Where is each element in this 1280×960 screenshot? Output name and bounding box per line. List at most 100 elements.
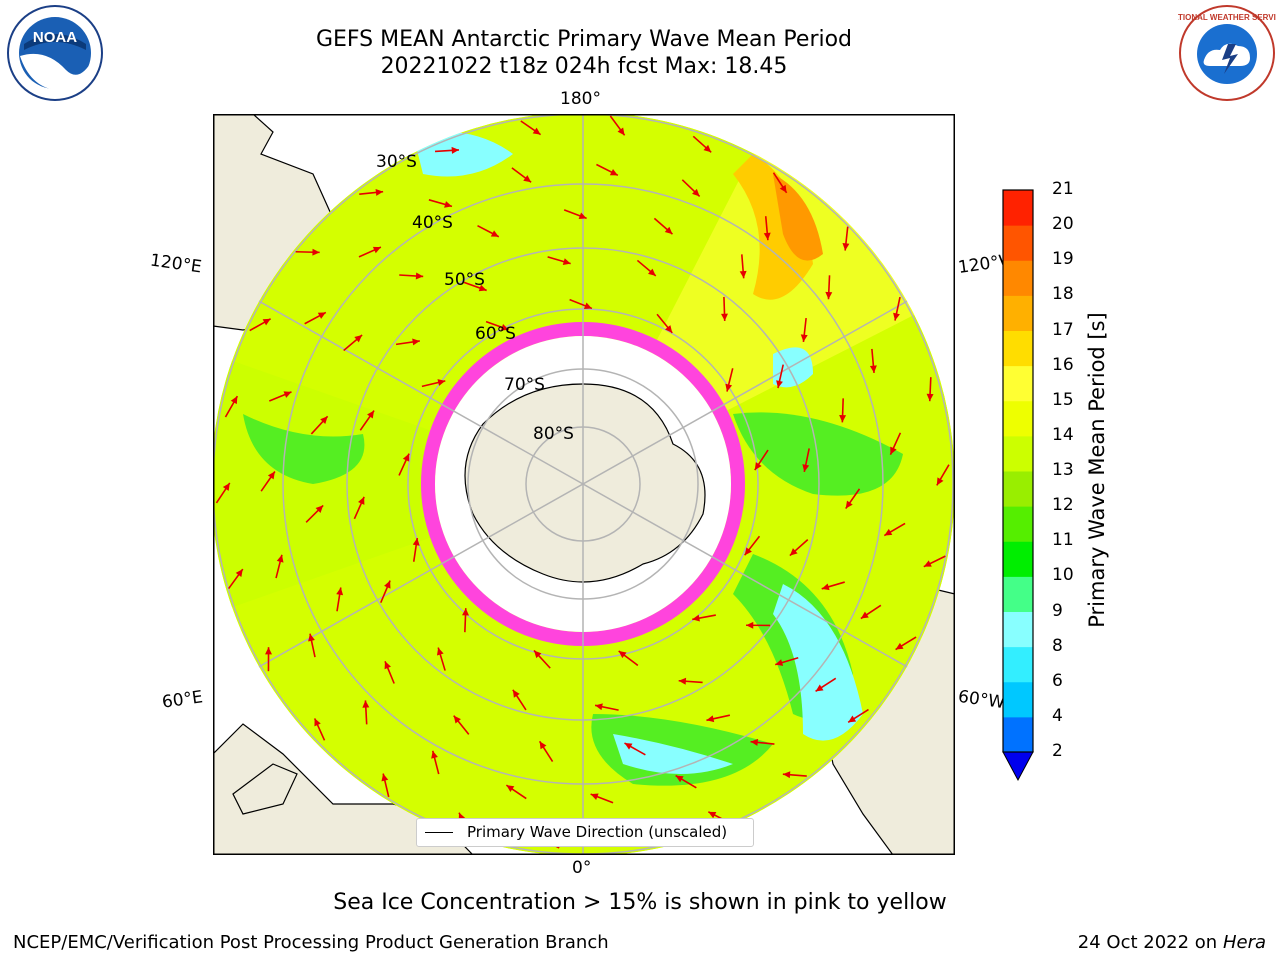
lat-label-60s: 60°S [475, 324, 516, 344]
lat-label-40s: 40°S [412, 213, 453, 233]
wave-arrow-head [230, 396, 238, 405]
legend-label: Primary Wave Direction (unscaled) [467, 823, 728, 841]
colorbar-tick-label: 14 [1052, 424, 1074, 445]
wave-arrow-head [893, 312, 900, 321]
wave-arrow-head [706, 715, 715, 723]
lon-label-180: 180° [560, 89, 601, 109]
wave-arrow-head [782, 771, 791, 779]
wave-arrow-head [381, 773, 389, 782]
colorbar [1002, 189, 1034, 782]
colorbar-block [1003, 435, 1033, 472]
wave-arrow-head [415, 272, 424, 280]
wave-arrow-head [763, 232, 771, 241]
wave-arrow-head [358, 496, 365, 505]
wave-arrow-head [739, 270, 747, 279]
wave-arrow-head [926, 393, 934, 402]
wave-arrow-head [936, 477, 944, 486]
colorbar-tick-label: 2 [1052, 741, 1063, 761]
wave-arrow-head [384, 661, 391, 670]
wave-arrow-head [624, 743, 633, 750]
lon-label-120e: 120°E [148, 250, 203, 278]
colorbar-block [1003, 541, 1033, 577]
colorbar-block [1003, 190, 1033, 226]
wave-arrow-head [895, 642, 904, 650]
wave-arrow-head [320, 416, 328, 424]
wave-arrow-head [775, 659, 784, 666]
wave-arrow-head [512, 689, 520, 698]
wave-arrow-head [267, 471, 275, 480]
map-title: GEFS MEAN Antarctic Primary Wave Mean Pe… [315, 27, 853, 52]
colorbar-tick-label: 13 [1052, 460, 1074, 480]
lon-label-60e: 60°E [160, 687, 205, 713]
legend-line-swatch [425, 832, 453, 833]
nws-logo-text: NATIONAL WEATHER SERVICE [1178, 13, 1276, 22]
wave-arrow-head [842, 243, 850, 251]
colorbar-tick-label: 20 [1052, 214, 1074, 235]
wave-arrow-head [500, 324, 509, 331]
wave-arrow-head [744, 547, 752, 556]
colorbar-tick-label: 21 [1052, 179, 1074, 199]
colorbar-tick-label: 4 [1052, 705, 1063, 726]
wave-arrow-head [923, 560, 932, 567]
colorbar-block [1003, 576, 1033, 612]
wave-period-field [213, 114, 955, 855]
map-legend: Primary Wave Direction (unscaled) [416, 818, 754, 847]
wave-arrow-head [648, 268, 656, 276]
wave-arrow-head [802, 464, 810, 472]
wave-arrow-head [478, 284, 487, 292]
wave-arrow-head [617, 127, 625, 136]
wave-arrow-head [703, 144, 712, 153]
wave-arrow-head [539, 741, 547, 750]
wave-arrow-head [354, 335, 363, 343]
wave-arrow-head [532, 127, 541, 135]
wave-arrow-head [815, 684, 824, 692]
wave-arrow-head [490, 230, 499, 237]
colorbar-frame [1002, 189, 1034, 753]
wave-arrow-head [754, 462, 762, 471]
noaa-logo-text: NOAA [33, 29, 77, 46]
wave-arrow-head [800, 334, 808, 342]
wave-arrow-head [367, 410, 375, 419]
wave-arrow-head [618, 650, 627, 659]
wave-arrow-head [609, 168, 618, 176]
wave-arrow-head [362, 700, 370, 708]
wave-arrow-head [692, 188, 700, 197]
footer-date-text: 24 Oct 2022 on [1077, 932, 1223, 953]
wave-arrow-head [436, 647, 444, 656]
wave-arrow-head [692, 614, 700, 622]
land-madagascar [232, 763, 298, 815]
colorbar-tick-label: 19 [1052, 249, 1074, 270]
colorbar-tick-label: 9 [1052, 600, 1063, 621]
wave-arrow-head [750, 738, 759, 746]
map-frame [213, 114, 955, 855]
land-africa [213, 723, 474, 855]
colorbar-block [1003, 330, 1033, 367]
footer-machine: Hera [1222, 932, 1266, 953]
colorbar-blocks [1003, 190, 1033, 753]
sea-ice-caption: Sea Ice Concentration > 15% is shown in … [333, 890, 947, 915]
colorbar-extend-triangle [1002, 751, 1034, 782]
wave-arrow-head [821, 583, 830, 591]
wave-arrow-head [312, 248, 320, 256]
wave-arrow-head [746, 621, 754, 629]
wave-arrow-head [848, 715, 857, 723]
wave-arrow-head [437, 379, 446, 386]
wave-arrow-head [375, 188, 384, 196]
wave-arrow-head [283, 391, 292, 398]
wave-arrow-head [708, 811, 717, 819]
wave-arrow-head [779, 184, 787, 193]
wave-arrow-head [721, 313, 728, 321]
wave-arrow-head [431, 750, 438, 759]
colorbar-block [1003, 506, 1033, 542]
colorbar-label: Primary Wave Mean Period [s] [1085, 312, 1109, 628]
colorbar-tick-label: 15 [1052, 389, 1074, 410]
wave-arrow-head [412, 338, 420, 346]
footer-date: 24 Oct 2022 on Hera [1078, 932, 1266, 953]
wave-arrow-head [523, 175, 532, 183]
wave-arrow-head [583, 302, 592, 310]
colorbar-block [1003, 365, 1033, 402]
wave-arrow-head [315, 505, 324, 513]
colorbar-block [1003, 471, 1033, 507]
wave-arrow-head [578, 212, 587, 220]
colorbar-tick-label: 17 [1052, 319, 1074, 340]
